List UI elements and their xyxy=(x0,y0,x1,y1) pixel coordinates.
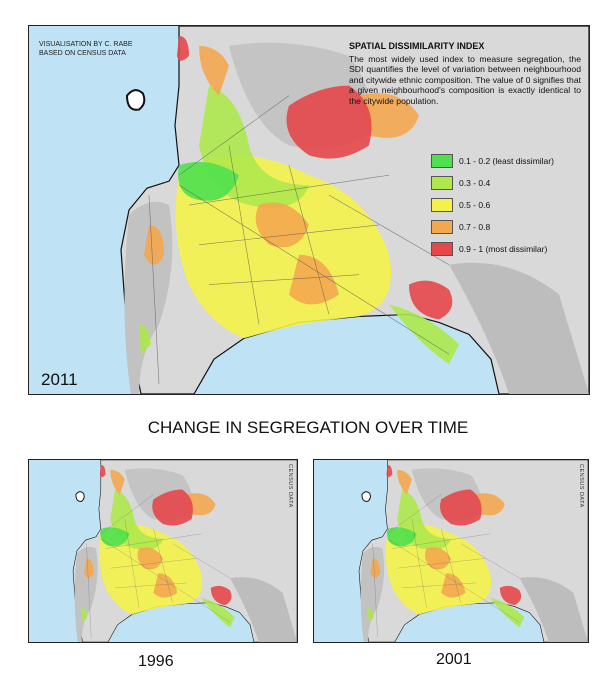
legend-item: 0.5 - 0.6 xyxy=(431,197,554,213)
small-map: CENSUS DATA xyxy=(313,459,589,643)
legend-item: 0.7 - 0.8 xyxy=(431,219,554,235)
map-image xyxy=(29,460,297,642)
source: CENSUS DATA xyxy=(287,464,293,508)
legend: 0.1 - 0.2 (least dissimilar) 0.3 - 0.4 0.5… xyxy=(431,153,554,263)
legend-label: 0.3 - 0.4 xyxy=(459,178,491,188)
map-image xyxy=(314,460,588,642)
legend-swatch xyxy=(431,242,453,256)
legend-swatch xyxy=(431,154,453,168)
credit-line: VISUALISATION BY C. RABE xyxy=(39,41,133,48)
legend-swatch xyxy=(431,176,453,190)
legend-swatch xyxy=(431,198,453,212)
legend-label: 0.5 - 0.6 xyxy=(459,200,491,210)
legend-label: 0.1 - 0.2 (least dissimilar) xyxy=(459,156,554,166)
legend-item: 0.1 - 0.2 (least dissimilar) xyxy=(431,153,554,169)
credit-line: BASED ON CENSUS DATA xyxy=(39,50,126,57)
legend-label: 0.7 - 0.8 xyxy=(459,222,491,232)
small-map: CENSUS DATA xyxy=(28,459,298,643)
legend-swatch xyxy=(431,220,453,234)
legend-title: SPATIAL DISSIMILARITY INDEX xyxy=(349,41,485,51)
source: CENSUS DATA xyxy=(578,464,584,508)
legend-item: 0.9 - 1 (most dissimilar) xyxy=(431,241,554,257)
legend-description: The most widely used index to measure se… xyxy=(349,54,581,106)
map-year: 2001 xyxy=(436,651,472,668)
heading: CHANGE IN SEGREGATION OVER TIME xyxy=(147,418,469,437)
map-year: 1996 xyxy=(138,653,174,670)
credit: VISUALISATION BY C. RABE BASED ON CENSUS… xyxy=(39,40,133,58)
legend-label: 0.9 - 1 (most dissimilar) xyxy=(459,244,548,254)
main-map: VISUALISATION BY C. RABE BASED ON CENSUS… xyxy=(28,25,590,395)
map-year: 2011 xyxy=(41,370,78,389)
legend-item: 0.3 - 0.4 xyxy=(431,175,554,191)
